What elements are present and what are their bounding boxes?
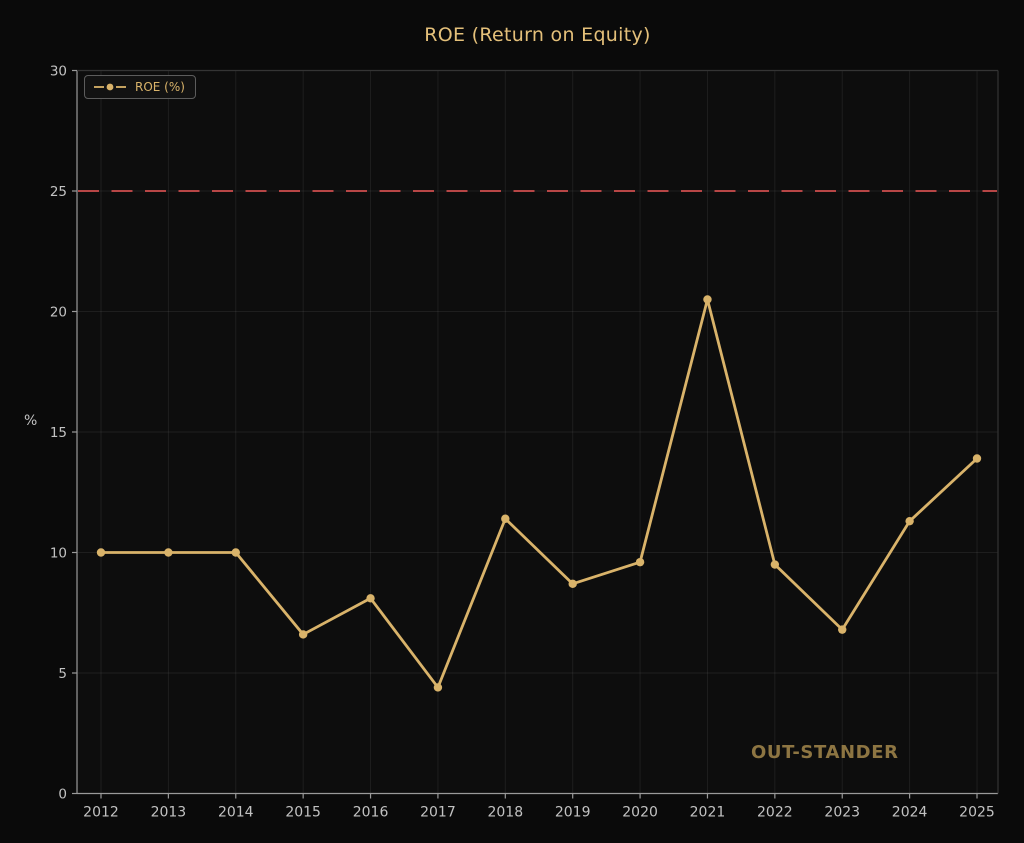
- data-point-marker: [703, 295, 712, 304]
- x-tick-label: 2018: [487, 805, 523, 821]
- data-point-marker: [501, 514, 510, 523]
- roe-line-series: [99, 298, 979, 689]
- x-tick-label: 2025: [959, 805, 995, 821]
- data-point-marker: [972, 454, 982, 463]
- data-point-marker: [635, 557, 645, 567]
- x-tick-label: 2012: [83, 805, 119, 821]
- data-point-marker: [433, 683, 443, 692]
- x-tick-label: 2024: [892, 805, 928, 821]
- legend-box: ROE (%): [84, 75, 196, 99]
- y-tick-label: 0: [58, 787, 67, 803]
- x-tick-label: 2021: [690, 805, 726, 821]
- x-tick-label: 2022: [757, 805, 793, 821]
- data-point-marker: [770, 560, 780, 569]
- data-point-marker: [838, 625, 847, 634]
- legend-line-marker-icon: [93, 82, 127, 92]
- x-tick-label: 2014: [218, 805, 254, 821]
- legend-series-label: ROE (%): [135, 80, 185, 94]
- y-tick-label: 30: [50, 64, 67, 80]
- chart-title: ROE (Return on Equity): [424, 24, 651, 46]
- x-tick-label: 2019: [555, 805, 591, 821]
- y-tick-label: 10: [50, 546, 67, 562]
- x-tick-label: 2016: [353, 805, 389, 821]
- data-point-marker: [231, 548, 240, 557]
- watermark-text: OUT-STANDER: [751, 742, 899, 763]
- y-tick-label: 25: [50, 184, 67, 200]
- y-tick-label: 20: [50, 305, 67, 321]
- data-point-marker: [366, 594, 375, 603]
- data-point-marker: [164, 548, 173, 557]
- x-tick-label: 2015: [285, 805, 321, 821]
- data-point-marker: [96, 548, 106, 557]
- x-tick-label: 2020: [622, 805, 658, 821]
- data-point-marker: [905, 516, 914, 526]
- x-tick-label: 2023: [824, 805, 860, 821]
- x-tick-label: 2013: [151, 805, 187, 821]
- data-point-marker: [298, 630, 308, 639]
- y-tick-label: 5: [58, 666, 67, 682]
- y-axis-unit-label: %: [24, 413, 38, 429]
- data-point-marker: [568, 579, 577, 589]
- y-tick-label: 15: [50, 425, 67, 441]
- x-tick-label: 2017: [420, 805, 456, 821]
